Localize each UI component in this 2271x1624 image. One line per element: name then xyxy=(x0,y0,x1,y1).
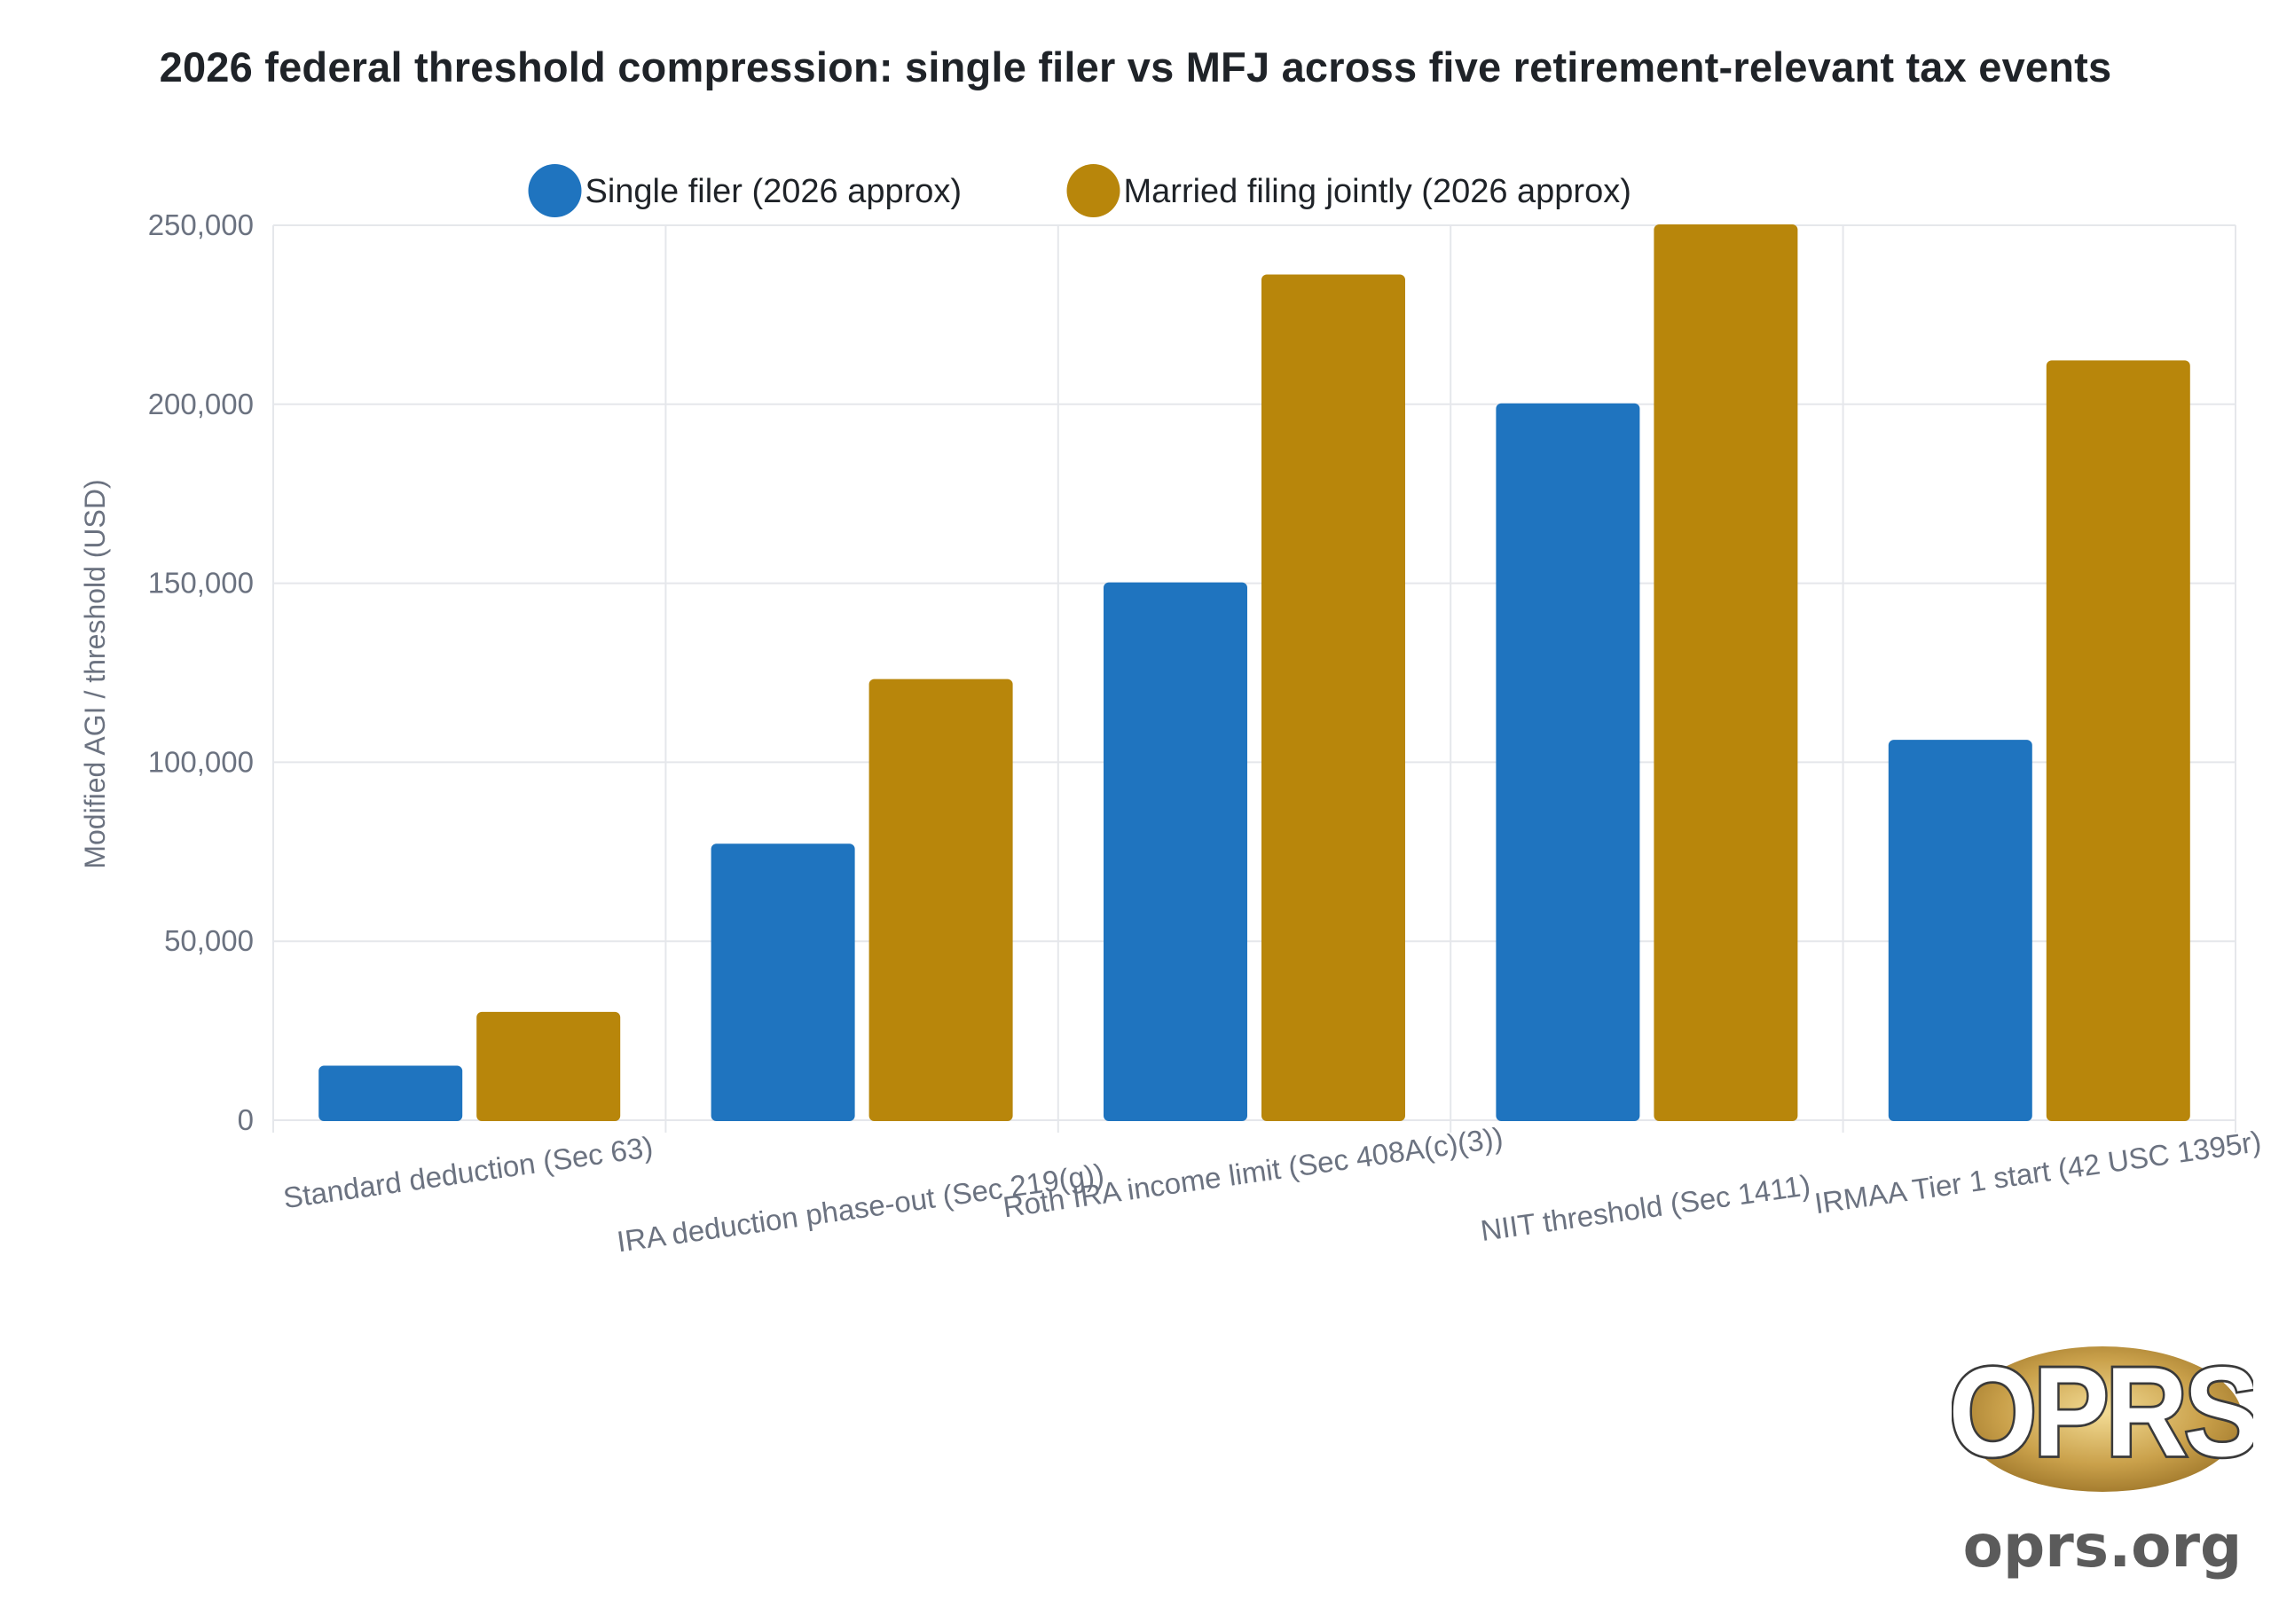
bar-mfj[interactable] xyxy=(476,1011,621,1122)
y-tick-label: 250,000 xyxy=(148,208,254,241)
bar-mfj[interactable] xyxy=(1261,274,1405,1121)
bar-single-filer[interactable] xyxy=(1888,740,2032,1122)
gridlines xyxy=(272,224,2236,1133)
x-axis-labels: Standard deduction (Sec 63)IRA deduction… xyxy=(281,1121,2263,1259)
bar-mfj[interactable] xyxy=(1654,224,1798,1121)
svg-text:OPRS: OPRS xyxy=(1952,1340,2253,1482)
legend-label: Single filer (2026 approx) xyxy=(585,173,963,210)
y-tick-label: 150,000 xyxy=(148,567,254,600)
legend-swatch xyxy=(528,164,582,217)
x-category-label: NIIT threshold (Sec 1411) xyxy=(1479,1168,1812,1247)
logo-seal-icon: OPRS xyxy=(1946,1338,2262,1492)
bar-chart: 0 50,000 100,000 150,000 200,000 250,000 Modi… xyxy=(79,164,2263,1259)
site-url[interactable]: oprs.org xyxy=(1962,1512,2243,1581)
y-axis-title: Modified AGI / threshold (USD) xyxy=(79,479,111,868)
legend-item[interactable]: Single filer (2026 approx) xyxy=(528,164,963,217)
x-category-label: Standard deduction (Sec 63) xyxy=(281,1130,655,1214)
y-tick-label: 50,000 xyxy=(164,924,254,957)
bar-mfj[interactable] xyxy=(2046,360,2190,1122)
bar-single-filer[interactable] xyxy=(318,1065,463,1121)
y-tick-label: 0 xyxy=(238,1103,254,1136)
legend-label: Married filing jointly (2026 approx) xyxy=(1124,173,1631,210)
x-category-label: IRMAA Tier 1 start (42 USC 1395r) xyxy=(1812,1125,2263,1220)
bars xyxy=(318,224,2190,1122)
legend[interactable]: Single filer (2026 approx) Married filing… xyxy=(528,164,1631,217)
legend-swatch xyxy=(1066,164,1120,217)
y-tick-label: 200,000 xyxy=(148,388,254,420)
legend-item[interactable]: Married filing jointly (2026 approx) xyxy=(1066,164,1631,217)
chart-title: 2026 federal threshold compression: sing… xyxy=(159,43,2112,90)
bar-single-filer[interactable] xyxy=(1496,403,1640,1121)
y-tick-label: 100,000 xyxy=(148,745,254,778)
bar-single-filer[interactable] xyxy=(1104,582,1247,1121)
bar-mfj[interactable] xyxy=(868,679,1013,1122)
oprs-logo: OPRS oprs.org xyxy=(1946,1330,2262,1588)
y-axis-ticks: 0 50,000 100,000 150,000 200,000 250,000 xyxy=(148,208,254,1136)
bar-single-filer[interactable] xyxy=(711,843,855,1122)
